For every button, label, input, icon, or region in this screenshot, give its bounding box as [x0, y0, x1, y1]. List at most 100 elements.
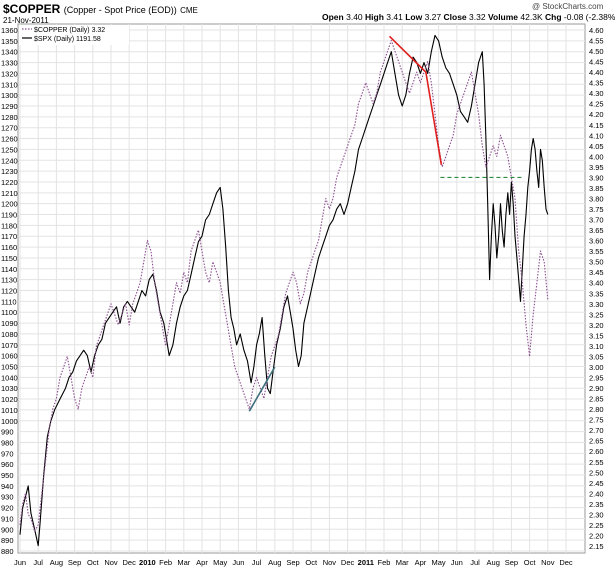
red-trend-line-1 — [388, 35, 427, 73]
low-value: 3.27 — [424, 12, 442, 22]
right-tick-label: 3.60 — [589, 237, 604, 246]
right-tick-label: 3.85 — [589, 184, 604, 193]
right-tick-label: 2.95 — [589, 374, 604, 383]
left-tick-label: 960 — [1, 460, 14, 469]
left-tick-label: 880 — [1, 547, 14, 556]
right-tick-label: 3.25 — [589, 310, 604, 319]
right-tick-label: 4.20 — [589, 110, 604, 119]
high-value: 3.41 — [386, 12, 403, 22]
right-tick-label: 2.20 — [589, 531, 604, 540]
plot-frame — [17, 23, 586, 554]
x-tick-label: Apr — [196, 558, 208, 567]
right-tick-label: 4.60 — [589, 26, 604, 35]
legend-entry: $SPX (Daily) 1191.58 — [34, 36, 101, 43]
left-tick-label: 1360 — [1, 26, 18, 35]
left-tick-label: 1010 — [1, 406, 18, 415]
right-tick-label: 3.00 — [589, 363, 604, 372]
left-tick-label: 1160 — [1, 243, 17, 252]
x-tick-label: Apr — [415, 558, 427, 567]
x-tick-label: Sep — [286, 558, 299, 567]
x-tick-label: Jun — [451, 558, 463, 567]
left-tick-label: 1250 — [1, 145, 18, 154]
x-tick-label: May — [213, 558, 227, 567]
left-tick-label: 1220 — [1, 178, 18, 187]
open-value: 3.40 — [346, 12, 363, 22]
right-tick-label: 4.15 — [589, 121, 604, 130]
right-tick-label: 2.30 — [589, 510, 604, 519]
x-tick-label: Nov — [323, 558, 337, 567]
left-tick-label: 1290 — [1, 102, 18, 111]
x-tick-label: Dec — [341, 558, 355, 567]
low-label: Low — [405, 12, 423, 22]
teal-support-line — [248, 366, 276, 412]
left-tick-label: 1320 — [1, 69, 18, 78]
close-label: Close — [443, 12, 467, 22]
left-tick-label: 950 — [1, 471, 14, 480]
right-tick-label: 3.55 — [589, 247, 604, 256]
x-tick-label: Aug — [268, 558, 281, 567]
right-tick-label: 3.45 — [589, 268, 604, 277]
right-tick-label: 3.35 — [589, 289, 604, 298]
left-tick-label: 1020 — [1, 395, 18, 404]
right-tick-label: 4.55 — [589, 37, 604, 46]
right-tick-label: 3.70 — [589, 216, 604, 225]
x-tick-label: Jul — [252, 558, 262, 567]
left-tick-label: 1300 — [1, 91, 18, 100]
left-tick-label: 1280 — [1, 113, 18, 122]
left-tick-label: 1190 — [1, 211, 17, 220]
left-tick-label: 1100 — [1, 308, 17, 317]
left-tick-label: 1340 — [1, 48, 18, 57]
right-tick-label: 3.40 — [589, 279, 604, 288]
x-tick-label: Mar — [177, 558, 190, 567]
right-tick-label: 3.80 — [589, 194, 604, 203]
x-tick-label: Dec — [123, 558, 137, 567]
right-tick-label: 2.40 — [589, 489, 604, 498]
x-tick-label: Mar — [396, 558, 409, 567]
x-tick-label: Oct — [305, 558, 318, 567]
symbol: $COPPER — [3, 2, 61, 16]
left-tick-label: 890 — [1, 536, 14, 545]
x-tick-label: Oct — [87, 558, 100, 567]
left-tick-label: 930 — [1, 493, 14, 502]
left-tick-label: 1170 — [1, 232, 17, 241]
x-tick-label: Nov — [541, 558, 555, 567]
chart-title: $COPPER (Copper - Spot Price (EOD)) CME — [3, 2, 198, 16]
right-tick-label: 3.65 — [589, 226, 604, 235]
right-tick-label: 2.75 — [589, 416, 604, 425]
x-tick-label: 2010 — [139, 558, 156, 567]
left-tick-label: 940 — [1, 482, 14, 491]
right-tick-label: 4.50 — [589, 47, 604, 56]
left-tick-label: 1200 — [1, 200, 18, 209]
x-tick-label: Feb — [378, 558, 391, 567]
right-tick-label: 4.45 — [589, 58, 604, 67]
quote-bar: Open 3.40 High 3.41 Low 3.27 Close 3.32 … — [322, 12, 615, 22]
right-tick-label: 3.15 — [589, 331, 604, 340]
left-tick-label: 1270 — [1, 124, 18, 133]
left-tick-label: 1330 — [1, 59, 18, 68]
right-tick-label: 2.65 — [589, 437, 604, 446]
exchange: CME — [180, 6, 198, 15]
right-tick-label: 2.25 — [589, 521, 604, 530]
right-tick-label: 3.50 — [589, 258, 604, 267]
left-tick-label: 1000 — [1, 417, 18, 426]
right-tick-label: 2.70 — [589, 426, 604, 435]
spx-series-line — [19, 34, 549, 547]
x-tick-label: Aug — [487, 558, 500, 567]
copper-series-line — [19, 39, 549, 532]
right-tick-label: 4.00 — [589, 152, 604, 161]
x-tick-label: Dec — [559, 558, 573, 567]
legend-entry: $COPPER (Daily) 3.32 — [34, 27, 105, 34]
left-tick-label: 1310 — [1, 80, 18, 89]
left-tick-label: 1090 — [1, 319, 18, 328]
right-tick-label: 3.75 — [589, 205, 604, 214]
open-label: Open — [322, 12, 344, 22]
right-tick-label: 4.10 — [589, 131, 604, 140]
left-tick-label: 1130 — [1, 276, 17, 285]
left-tick-label: 1080 — [1, 330, 18, 339]
left-tick-label: 1230 — [1, 167, 18, 176]
x-tick-label: Nov — [104, 558, 118, 567]
right-tick-label: 4.35 — [589, 79, 604, 88]
right-tick-label: 2.55 — [589, 458, 604, 467]
right-tick-label: 3.05 — [589, 352, 604, 361]
left-tick-label: 1150 — [1, 254, 17, 263]
